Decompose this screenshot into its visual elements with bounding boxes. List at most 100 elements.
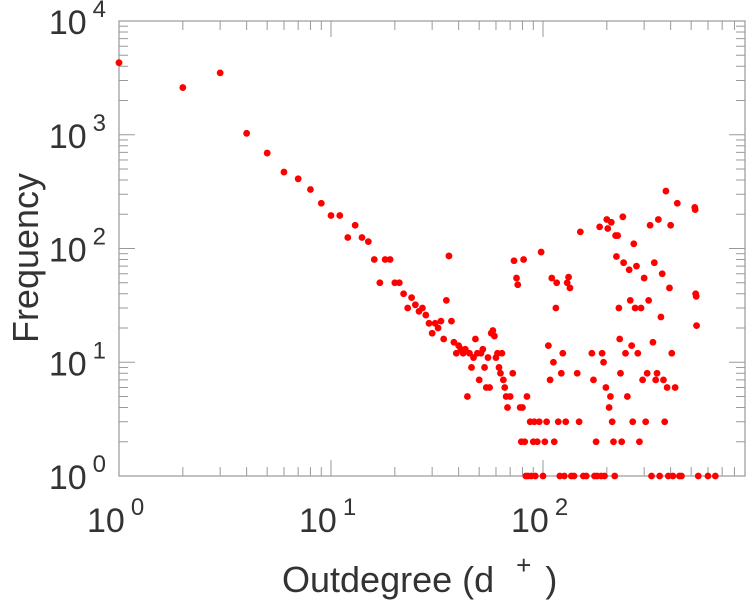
data-point [660, 376, 667, 384]
data-point [628, 342, 636, 350]
data-point [550, 358, 557, 366]
data-point [693, 322, 700, 329]
data-point [376, 279, 384, 287]
data-point [666, 284, 673, 292]
data-point [550, 438, 558, 446]
x-axis-title-main: Outdegree (d [282, 559, 494, 600]
data-point [533, 438, 541, 446]
data-point [317, 199, 325, 207]
data-point [552, 304, 560, 312]
data-point [576, 228, 584, 236]
data-point [179, 84, 187, 91]
data-point [307, 186, 314, 193]
data-point [663, 384, 671, 391]
data-point [544, 342, 552, 350]
data-point [600, 358, 607, 366]
x-axis-title-superscript: + [516, 550, 531, 580]
data-point [619, 213, 627, 221]
data-point [468, 364, 475, 371]
data-point [648, 472, 655, 480]
data-point [263, 149, 271, 157]
data-point [669, 472, 677, 480]
data-point [656, 472, 664, 480]
y-tick-label-exponent: 0 [93, 451, 106, 478]
data-point [486, 384, 494, 391]
data-point [434, 324, 442, 332]
x-tick-labels: 10 0 10 1 10 2 [87, 494, 568, 540]
data-point [601, 472, 608, 480]
data-point [479, 345, 487, 353]
data-point [598, 349, 606, 357]
data-point [613, 253, 620, 260]
data-point [559, 349, 567, 357]
data-point [643, 369, 651, 377]
data-point [506, 393, 514, 400]
y-tick-label: 10 3 [49, 110, 106, 156]
data-point [514, 281, 522, 289]
data-point [617, 369, 624, 377]
data-point [640, 274, 648, 282]
data-point [692, 292, 700, 300]
data-point [501, 384, 509, 391]
data-point [475, 376, 483, 384]
data-point [541, 438, 549, 446]
data-point [604, 225, 612, 232]
y-tick-label-base: 10 [49, 232, 87, 270]
data-point [645, 296, 653, 304]
data-point [495, 364, 503, 371]
data-point [243, 129, 251, 137]
data-point [573, 369, 581, 377]
data-point [657, 313, 665, 321]
data-point [530, 418, 538, 426]
data-point [691, 206, 699, 213]
data-point [560, 472, 568, 480]
data-point [616, 335, 624, 343]
data-point [546, 376, 554, 384]
y-tick-label-exponent: 1 [93, 337, 106, 364]
data-point [523, 393, 531, 400]
data-point [520, 256, 527, 263]
data-point [607, 393, 614, 400]
data-point [646, 221, 654, 229]
y-tick-label-base: 10 [49, 4, 87, 42]
data-point [636, 438, 643, 446]
data-point [662, 187, 670, 195]
x-tick-label-exponent: 2 [555, 494, 568, 521]
data-point [498, 349, 506, 357]
y-tick-label: 10 4 [49, 0, 106, 42]
data-point [521, 438, 529, 446]
data-point [294, 175, 302, 183]
y-tick-label-base: 10 [49, 459, 87, 497]
data-point [575, 418, 583, 426]
data-point [553, 279, 561, 287]
data-point [590, 376, 597, 384]
data-point [563, 279, 571, 287]
x-tick-label-base: 10 [299, 502, 337, 540]
data-point [637, 304, 645, 312]
y-tick-label: 10 2 [49, 224, 106, 270]
data-point [408, 294, 416, 302]
data-point [481, 364, 488, 371]
major-ticks [118, 21, 745, 477]
data-point [565, 273, 572, 281]
x-axis-title: Outdegree (d +) [282, 550, 557, 600]
y-tick-label-exponent: 3 [93, 110, 106, 137]
data-point [611, 472, 619, 480]
data-point [694, 472, 702, 480]
data-point [358, 234, 366, 241]
data-point [452, 349, 460, 357]
data-point [336, 212, 344, 219]
data-point [667, 221, 675, 229]
data-point [630, 240, 638, 248]
data-point [629, 418, 637, 426]
plot-frame [118, 20, 746, 477]
data-point [499, 376, 507, 384]
data-point [596, 223, 604, 231]
data-point [491, 332, 498, 340]
data-point [615, 304, 623, 312]
data-point [548, 274, 556, 282]
data-point [466, 349, 473, 357]
data-point [614, 232, 622, 239]
data-point [649, 338, 657, 346]
